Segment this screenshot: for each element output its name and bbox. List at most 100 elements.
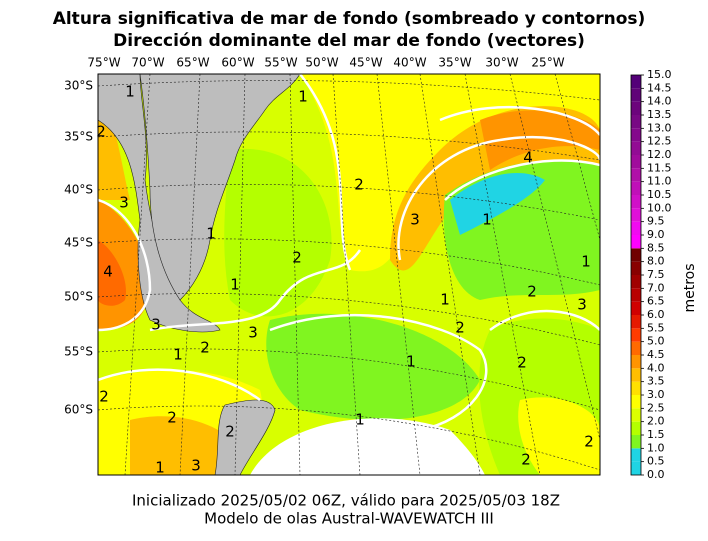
lat-label: 30°S: [64, 79, 93, 93]
colorbar-swatch: [631, 355, 641, 369]
colorbar-swatch: [631, 275, 641, 289]
colorbar-swatch: [631, 128, 641, 142]
contour-label: 1: [355, 411, 365, 429]
contour-label: 1: [125, 83, 135, 101]
contour-label: 2: [521, 451, 531, 469]
contour-label: 2: [200, 339, 210, 357]
colorbar-swatch: [631, 448, 641, 462]
colorbar-tick-label: 9.0: [647, 228, 665, 241]
colorbar-tick-label: 7.5: [647, 268, 665, 281]
colorbar-swatch: [631, 435, 641, 449]
colorbar-swatch: [631, 461, 641, 475]
contour-label: 1: [581, 253, 591, 271]
footer-line: Inicializado 2025/05/02 06Z, válido para…: [132, 492, 560, 510]
lat-label: 55°S: [64, 345, 93, 359]
colorbar-swatch: [631, 208, 641, 222]
colorbar-swatch: [631, 235, 641, 249]
colorbar-swatch: [631, 261, 641, 275]
lon-label: 55°W: [264, 56, 297, 70]
colorbar-tick-label: 11.0: [647, 175, 672, 188]
colorbar-tick-label: 11.5: [647, 161, 672, 174]
colorbar-swatch: [631, 381, 641, 395]
colorbar-tick-label: 15.0: [647, 68, 672, 81]
contour-label: 1: [406, 353, 416, 371]
contour-label: 2: [455, 319, 465, 337]
colorbar-swatch: [631, 341, 641, 355]
lat-label: 45°S: [64, 236, 93, 250]
colorbar-swatch: [631, 155, 641, 169]
lon-label: 40°W: [393, 56, 426, 70]
lon-label: 70°W: [131, 56, 164, 70]
contour-label: 3: [151, 316, 161, 334]
lon-label: 30°W: [485, 56, 518, 70]
lat-label: 50°S: [64, 290, 93, 304]
colorbar-tick-label: 13.0: [647, 121, 672, 134]
footer-line: Modelo de olas Austral-WAVEWATCH III: [204, 510, 494, 528]
contour-label: 3: [191, 457, 201, 475]
colorbar-swatch: [631, 221, 641, 235]
colorbar-tick-label: 5.5: [647, 321, 665, 334]
contour-label: 1: [155, 459, 165, 477]
colorbar-swatch: [631, 195, 641, 209]
contour-label: 1: [230, 276, 240, 294]
colorbar-tick-label: 12.5: [647, 135, 672, 148]
contour-label: 2: [517, 354, 527, 372]
contour-label: 2: [225, 423, 235, 441]
colorbar-tick-label: 1.5: [647, 428, 665, 441]
colorbar-tick-label: 10.5: [647, 188, 672, 201]
colorbar-swatch: [631, 88, 641, 102]
contour-label: 4: [523, 149, 533, 167]
contour-label: 2: [292, 249, 302, 267]
colorbar-tick-label: 2.0: [647, 415, 665, 428]
colorbar-swatch: [631, 168, 641, 182]
contour-label: 1: [482, 211, 492, 229]
colorbar-swatch: [631, 75, 641, 89]
colorbar-tick-label: 0.0: [647, 468, 665, 481]
colorbar-tick-label: 0.5: [647, 455, 665, 468]
lon-label: 35°W: [438, 56, 471, 70]
colorbar-tick-label: 1.0: [647, 441, 665, 454]
lon-label: 60°W: [221, 56, 254, 70]
colorbar-swatch: [631, 115, 641, 129]
contour-label: 3: [577, 296, 587, 314]
contour-label: 3: [119, 194, 129, 212]
colorbar-tick-label: 8.0: [647, 255, 665, 268]
contour-label: 2: [167, 409, 177, 427]
colorbar-tick-label: 2.5: [647, 401, 665, 414]
colorbar-swatch: [631, 368, 641, 382]
contour-label: 1: [298, 88, 308, 106]
contour-label: 2: [584, 433, 594, 451]
contour-label: 2: [96, 123, 106, 141]
colorbar-tick-label: 7.0: [647, 281, 665, 294]
colorbar-label: metros: [682, 263, 698, 312]
colorbar-tick-label: 4.5: [647, 348, 665, 361]
lon-label: 45°W: [349, 56, 382, 70]
subtitle: Dirección dominante del mar de fondo (ve…: [113, 31, 585, 51]
colorbar-tick-label: 12.0: [647, 148, 672, 161]
contour-label: 4: [103, 263, 113, 281]
lat-label: 35°S: [64, 130, 93, 144]
colorbar-tick-label: 5.0: [647, 335, 665, 348]
title: Altura significativa de mar de fondo (so…: [53, 9, 646, 29]
contour-label: 2: [99, 388, 109, 406]
colorbar-swatch: [631, 101, 641, 115]
map-field: [98, 74, 600, 475]
colorbar-swatch: [631, 395, 641, 409]
colorbar-tick-label: 4.0: [647, 361, 665, 374]
colorbar-swatch: [631, 288, 641, 302]
contour-label: 2: [527, 283, 537, 301]
colorbar-tick-label: 14.0: [647, 95, 672, 108]
colorbar-tick-label: 8.5: [647, 241, 665, 254]
colorbar-swatch: [631, 141, 641, 155]
map-frame: [97, 73, 601, 476]
colorbar-swatch: [631, 328, 641, 342]
colorbar-swatch: [631, 408, 641, 422]
colorbar-swatch: [631, 421, 641, 435]
colorbar-swatch: [631, 248, 641, 262]
lon-label: 50°W: [305, 56, 338, 70]
lat-label: 40°S: [64, 183, 93, 197]
contour-label: 1: [440, 291, 450, 309]
colorbar-tick-label: 14.5: [647, 81, 672, 94]
colorbar-tick-label: 13.5: [647, 108, 672, 121]
